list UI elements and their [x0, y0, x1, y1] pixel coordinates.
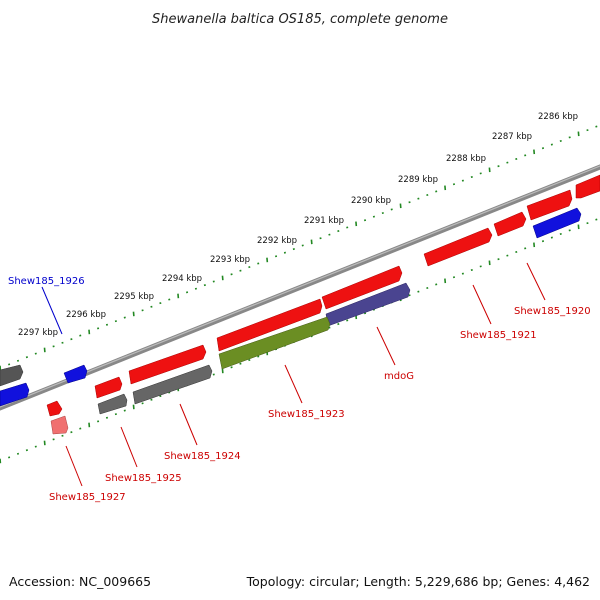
- gene-label[interactable]: Shew185_1923: [268, 409, 345, 420]
- gene-arrow[interactable]: [0, 364, 24, 387]
- gene-arrow[interactable]: [423, 227, 493, 267]
- kbp-label: 2291 kbp: [304, 216, 344, 226]
- gene-arrow[interactable]: [128, 344, 207, 385]
- gene-label[interactable]: Shew185_1920: [514, 306, 591, 317]
- gene-arrow[interactable]: [321, 265, 403, 310]
- label-leaders: [41, 262, 546, 487]
- kbp-labels: 2286 kbp 2287 kbp 2288 kbp 2289 kbp 2290…: [18, 112, 578, 338]
- leader-line: [179, 403, 198, 446]
- kbp-label: 2292 kbp: [257, 236, 297, 246]
- kbp-label: 2286 kbp: [538, 112, 578, 122]
- leader-line: [526, 262, 546, 301]
- gene-arrow[interactable]: [97, 393, 128, 415]
- accession-text: Accession: NC_009665: [9, 574, 151, 589]
- leader-line: [41, 286, 63, 335]
- gene-arrow[interactable]: [63, 364, 88, 384]
- gene-arrow[interactable]: [132, 364, 213, 405]
- genome-backbone: [0, 164, 600, 411]
- kbp-label: 2297 kbp: [18, 328, 58, 338]
- kbp-label: 2287 kbp: [492, 132, 532, 142]
- gene-label[interactable]: Shew185_1926: [8, 276, 85, 287]
- kbp-label: 2293 kbp: [210, 255, 250, 265]
- gene-labels: Shew185_1920 Shew185_1921 mdoG Shew185_1…: [8, 276, 591, 503]
- leader-line: [120, 426, 138, 468]
- gene-arrow[interactable]: [216, 298, 323, 352]
- gene-arrow[interactable]: [218, 316, 331, 370]
- gene-arrow[interactable]: [575, 174, 600, 199]
- kbp-label: 2294 kbp: [162, 274, 202, 284]
- kbp-label: 2295 kbp: [114, 292, 154, 302]
- gene-arrow[interactable]: [532, 207, 582, 239]
- leader-line: [376, 326, 396, 366]
- leader-line: [284, 364, 303, 404]
- kbp-label: 2289 kbp: [398, 175, 438, 185]
- gene-label[interactable]: Shew185_1927: [49, 492, 126, 503]
- map-title: Shewanella baltica OS185, complete genom…: [152, 12, 448, 27]
- gene-arrow[interactable]: [46, 400, 63, 417]
- gene-arrow[interactable]: [50, 415, 69, 435]
- gene-arrow[interactable]: [94, 376, 123, 399]
- kbp-label: 2296 kbp: [66, 310, 106, 320]
- leader-line: [65, 445, 83, 487]
- gene-label[interactable]: Shew185_1924: [164, 451, 241, 462]
- gene-label[interactable]: mdoG: [384, 371, 414, 382]
- gene-features: [0, 174, 600, 435]
- gene-label[interactable]: Shew185_1921: [460, 330, 537, 341]
- kbp-label: 2290 kbp: [351, 196, 391, 206]
- genome-backbone-highlight: [0, 165, 600, 408]
- gene-label[interactable]: Shew185_1925: [105, 473, 182, 484]
- kbp-label: 2288 kbp: [446, 154, 486, 164]
- topology-text: Topology: circular; Length: 5,229,686 bp…: [246, 574, 590, 589]
- leader-line: [472, 284, 492, 325]
- gene-arrow[interactable]: [0, 382, 30, 407]
- gene-arrow[interactable]: [526, 189, 573, 221]
- upper-tick-track: [0, 125, 598, 371]
- gene-arrow[interactable]: [493, 211, 527, 237]
